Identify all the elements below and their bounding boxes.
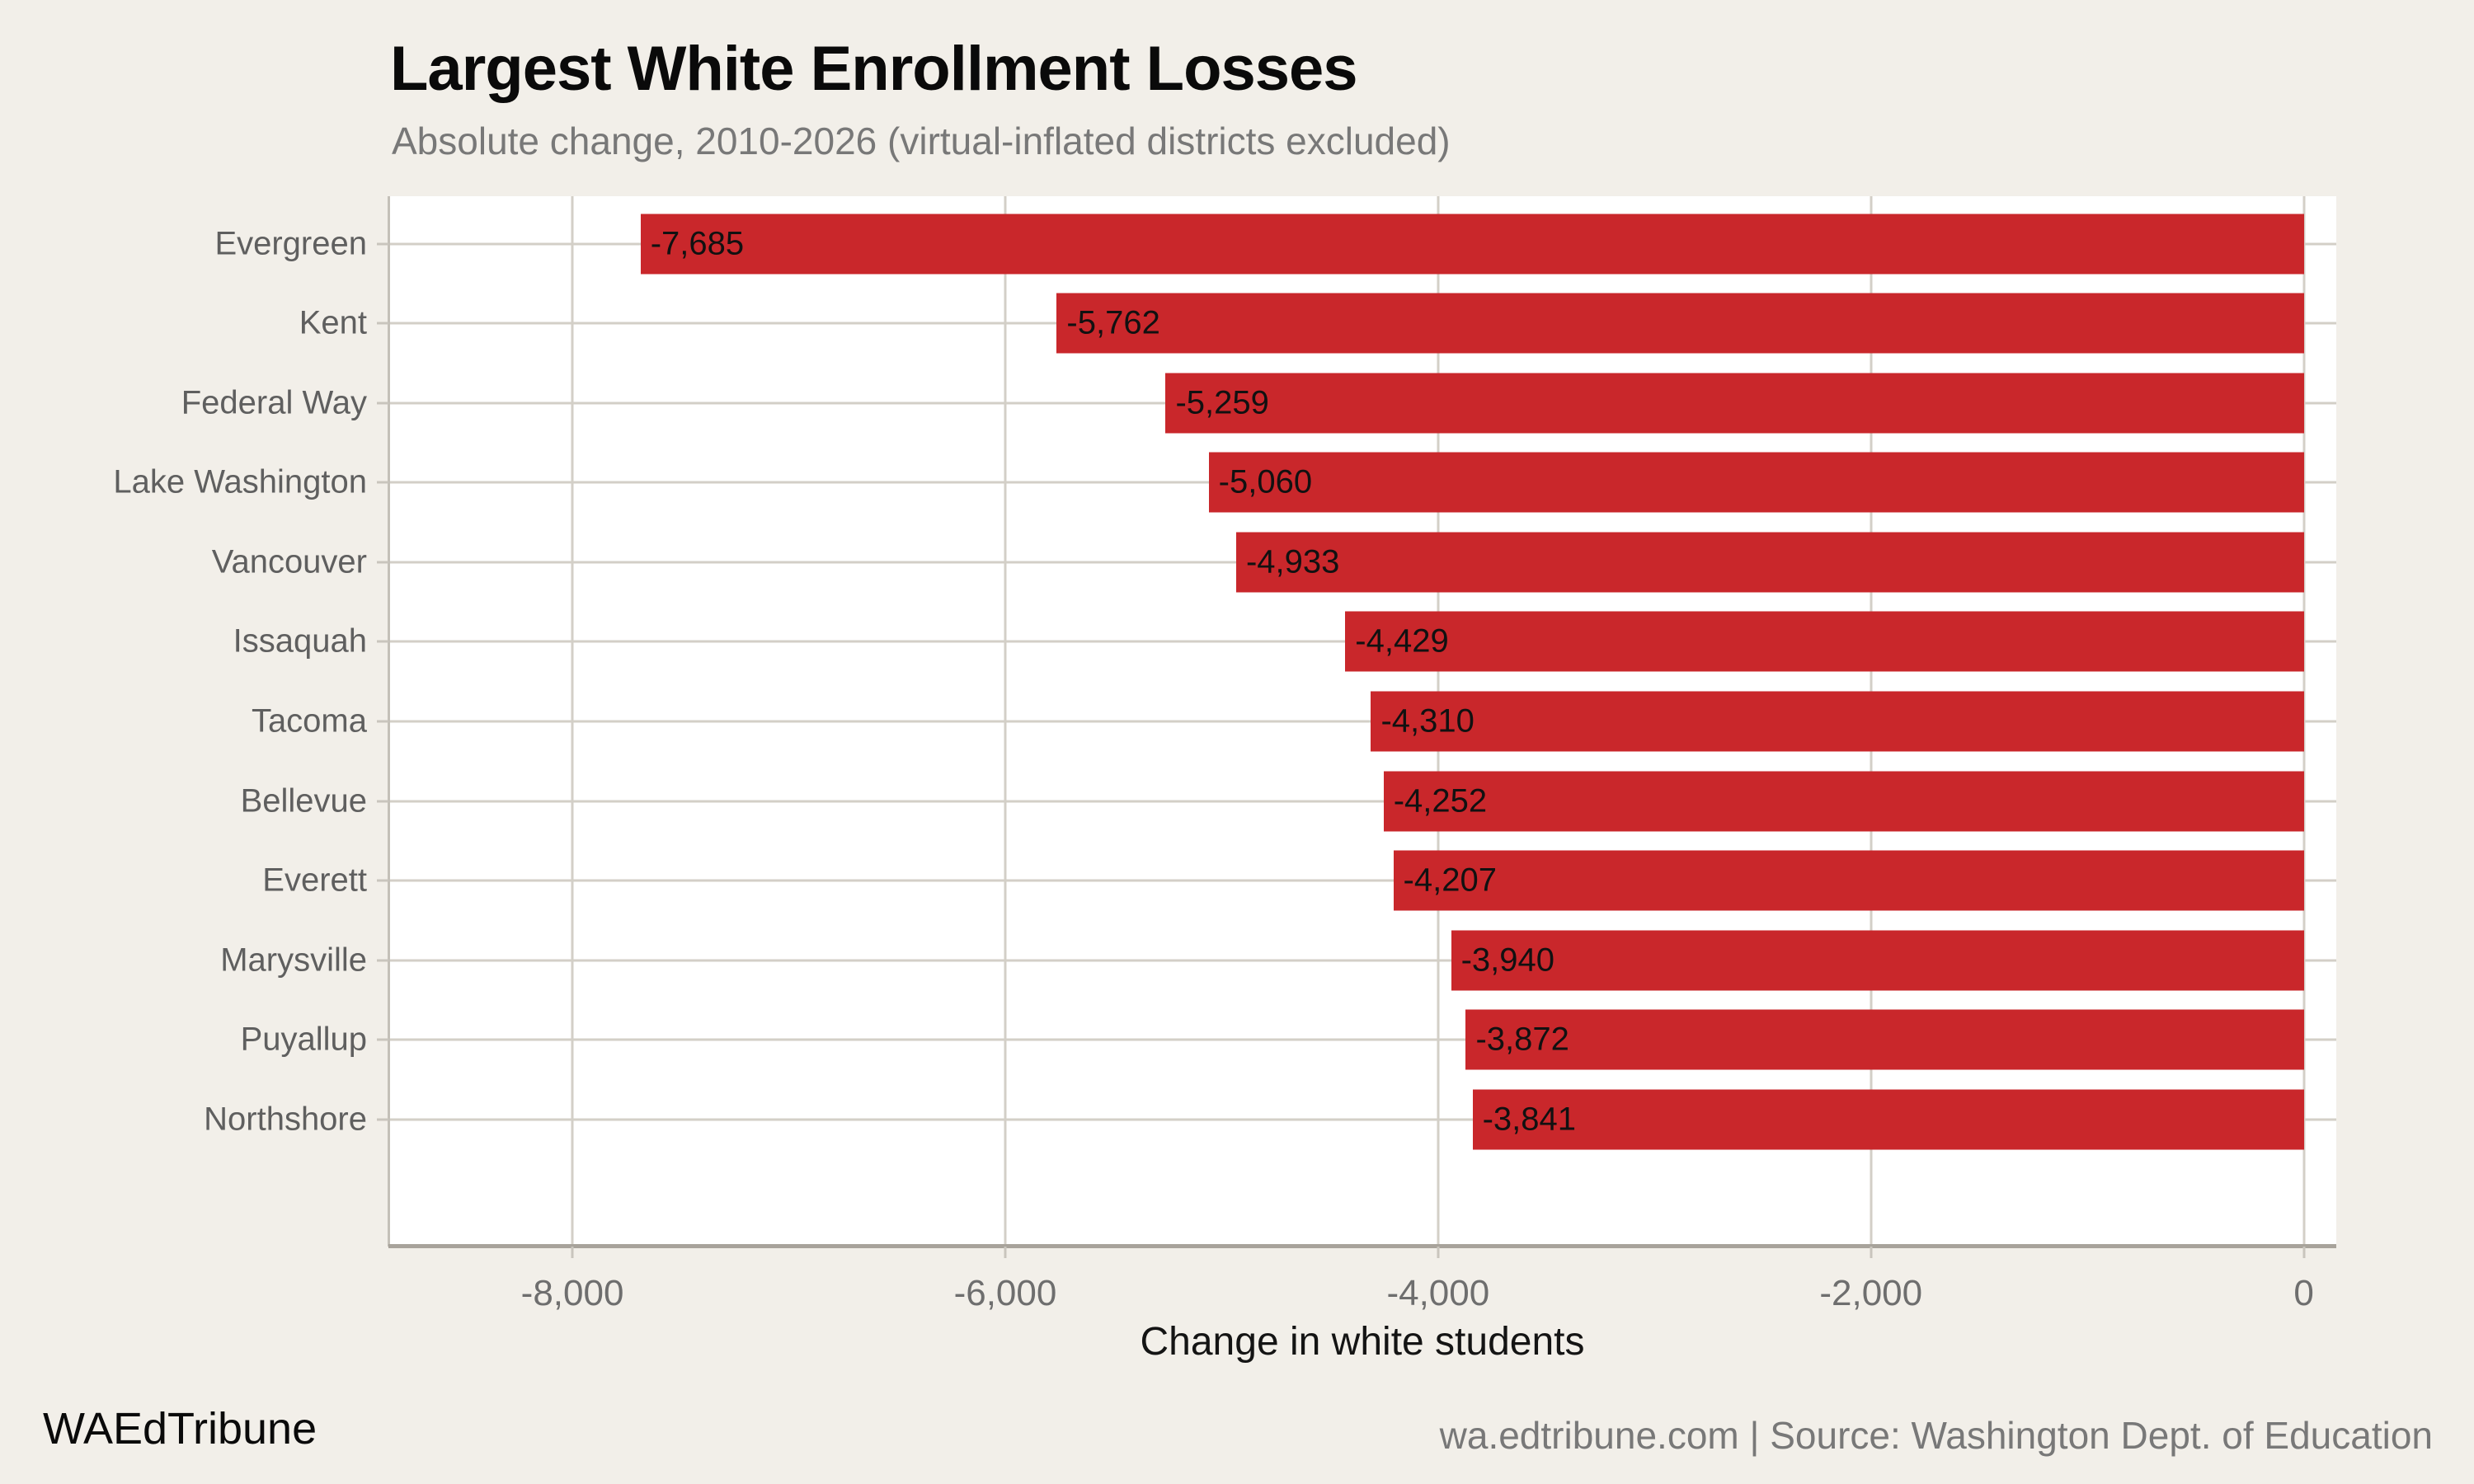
x-axis-tick-label: 0 (2293, 1273, 2314, 1313)
y-axis-category-label: Puyallup (240, 1021, 367, 1058)
horizontal-gridline (388, 1118, 2336, 1121)
x-axis-title: Change in white students (1140, 1320, 1585, 1364)
bar-value-label: -5,762 (1066, 304, 1160, 341)
x-axis-tick-label: -6,000 (953, 1273, 1057, 1313)
bar: -4,429 (1345, 611, 2304, 672)
bar-value-label: -7,685 (650, 225, 745, 262)
y-axis-category-label: Tacoma (251, 702, 367, 740)
x-axis-tick (1004, 1247, 1007, 1258)
source-attribution: wa.edtribune.com | Source: Washington De… (1439, 1414, 2433, 1457)
bar-value-label: -4,252 (1393, 782, 1488, 819)
bar-value-label: -4,310 (1380, 702, 1475, 740)
y-axis-tick (377, 720, 388, 723)
y-axis-tick (377, 1038, 388, 1041)
y-axis-tick (377, 1118, 388, 1121)
x-axis-tick-label: -4,000 (1386, 1273, 1490, 1313)
horizontal-gridline (388, 959, 2336, 962)
bar: -4,207 (1393, 850, 2304, 911)
y-axis-category-label: Issaquah (233, 622, 367, 660)
bar-value-label: -4,429 (1355, 622, 1449, 660)
chart-title: Largest White Enrollment Losses (390, 34, 1358, 104)
x-axis-line (388, 1244, 2336, 1248)
y-axis-tick (377, 242, 388, 246)
chart-subtitle: Absolute change, 2010-2026 (virtual-infl… (392, 120, 1451, 162)
bar-value-label: -4,207 (1403, 862, 1497, 899)
bar: -4,310 (1371, 691, 2304, 752)
y-axis-category-label: Kent (299, 304, 367, 341)
brand-wordmark: WAEdTribune (43, 1404, 317, 1453)
x-axis-tick (1870, 1247, 1873, 1258)
horizontal-gridline (388, 879, 2336, 882)
x-axis-tick (1437, 1247, 1440, 1258)
y-axis-tick (377, 322, 388, 325)
bar: -3,940 (1451, 930, 2304, 991)
bar: -5,259 (1165, 373, 2304, 434)
bar-value-label: -3,872 (1475, 1021, 1569, 1058)
y-axis-tick (377, 959, 388, 962)
y-axis-line (388, 196, 390, 1247)
y-axis-category-label: Federal Way (181, 384, 367, 421)
y-axis-tick (377, 879, 388, 882)
bar-value-label: -4,933 (1245, 543, 1340, 580)
bar: -5,762 (1056, 293, 2304, 354)
x-axis-tick (571, 1247, 574, 1258)
y-axis-tick (377, 481, 388, 484)
y-axis-category-label: Bellevue (240, 782, 367, 819)
y-axis-tick (377, 640, 388, 643)
x-axis-tick-label: -8,000 (520, 1273, 624, 1313)
bar-value-label: -5,060 (1218, 463, 1313, 500)
horizontal-gridline (388, 720, 2336, 723)
bar: -3,872 (1465, 1009, 2304, 1070)
y-axis-category-label: Everett (262, 862, 367, 899)
horizontal-gridline (388, 800, 2336, 802)
bar: -4,252 (1383, 771, 2304, 831)
bar: -3,841 (1472, 1089, 2304, 1150)
bar-value-label: -3,841 (1482, 1101, 1576, 1138)
y-axis-category-label: Vancouver (211, 543, 367, 580)
bar: -5,060 (1208, 452, 2304, 513)
y-axis-tick (377, 402, 388, 405)
bar-value-label: -5,259 (1175, 384, 1269, 421)
y-axis-category-label: Evergreen (214, 225, 367, 262)
y-axis-tick (377, 561, 388, 564)
x-axis-tick-label: -2,000 (1819, 1273, 1923, 1313)
bar-value-label: -3,940 (1460, 942, 1555, 979)
horizontal-gridline (388, 1038, 2336, 1041)
x-axis-tick (2302, 1247, 2306, 1258)
y-axis-tick (377, 800, 388, 802)
y-axis-category-label: Marysville (220, 942, 367, 979)
bar: -4,933 (1235, 532, 2304, 593)
y-axis-category-label: Northshore (204, 1101, 367, 1138)
bar: -7,685 (640, 214, 2304, 275)
plot-area: -7,685 -5,762 -5,259 -5,060 -4,933 -4,429 -4,3… (113, 196, 2336, 1313)
y-axis-category-label: Lake Washington (113, 463, 367, 500)
